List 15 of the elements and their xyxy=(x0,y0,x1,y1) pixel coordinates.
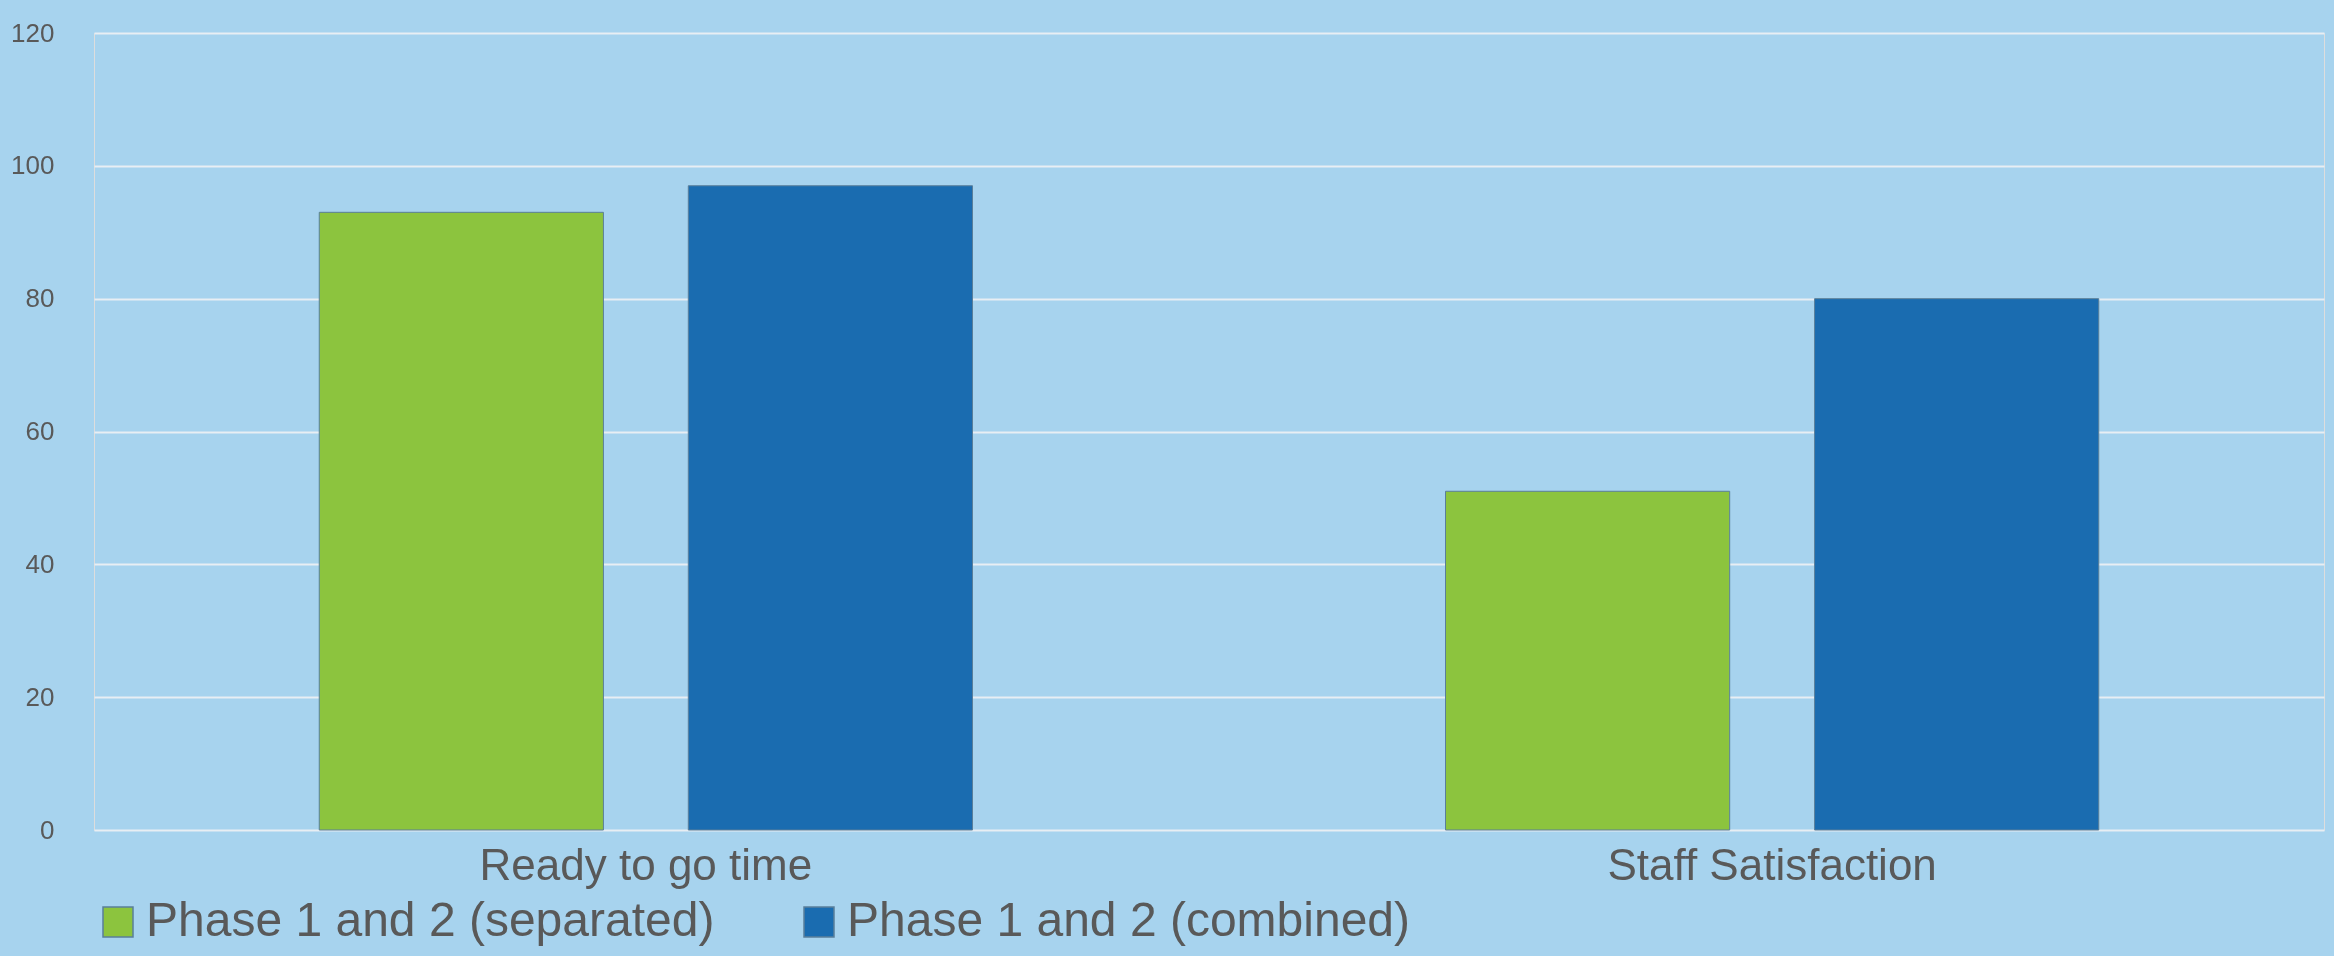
bar xyxy=(318,211,604,831)
y-tick-label: 100 xyxy=(11,150,55,181)
y-tick-label: 120 xyxy=(11,17,55,48)
x-tick-label: Staff Satisfaction xyxy=(1607,839,1937,889)
legend-label: Phase 1 and 2 (separated) xyxy=(146,893,715,946)
y-tick-label: 0 xyxy=(40,814,55,845)
y-tick-label: 60 xyxy=(25,416,55,446)
legend-label: Phase 1 and 2 (combined) xyxy=(847,893,1411,946)
y-tick-label: 20 xyxy=(25,681,55,712)
bar xyxy=(687,185,973,831)
bar xyxy=(1814,298,2100,831)
y-tick-label: 40 xyxy=(25,548,55,579)
bar xyxy=(1445,490,1731,831)
x-tick-label: Ready to go time xyxy=(479,839,813,889)
y-tick-label: 80 xyxy=(25,283,55,314)
